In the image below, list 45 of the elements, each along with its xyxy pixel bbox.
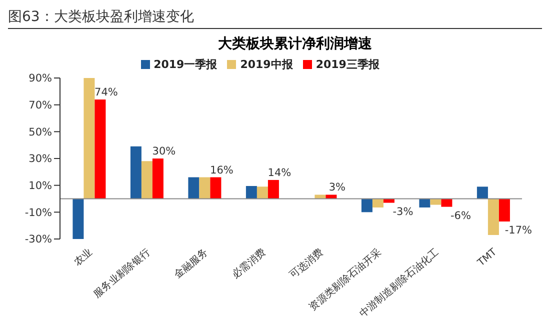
- legend-label: 2019三季报: [316, 58, 380, 71]
- data-label: -6%: [450, 210, 471, 222]
- bar: [130, 146, 142, 199]
- bar: [372, 198, 384, 208]
- bar: [314, 194, 326, 199]
- bar: [441, 198, 452, 207]
- bar: [361, 198, 372, 212]
- y-tick-label: 70%: [28, 100, 52, 112]
- bar: [488, 198, 499, 235]
- data-label: 30%: [152, 146, 176, 158]
- bar: [84, 78, 95, 199]
- bar: [210, 177, 222, 199]
- y-tick-label: 50%: [28, 126, 52, 138]
- bar: [246, 186, 257, 199]
- bar: [141, 161, 152, 199]
- bar: [268, 180, 279, 199]
- bar: [430, 198, 442, 205]
- data-label: 16%: [210, 164, 234, 176]
- data-label: 3%: [328, 182, 346, 194]
- data-label: -17%: [504, 224, 532, 237]
- bar: [152, 158, 164, 199]
- legend-label: 2019一季报: [154, 58, 218, 71]
- x-tick-label: 金融服务: [172, 246, 210, 282]
- legend-label: 2019中报: [240, 58, 293, 71]
- bar: [498, 198, 510, 222]
- y-tick-label: 30%: [28, 153, 52, 166]
- bar: [419, 198, 430, 208]
- bar: [94, 99, 106, 199]
- y-tick-label: -10%: [24, 206, 52, 219]
- data-label: 74%: [94, 86, 118, 98]
- data-label: -3%: [392, 206, 414, 218]
- x-tick-label: 可选消费: [287, 246, 326, 282]
- data-label: 14%: [268, 166, 292, 179]
- bar: [256, 186, 268, 199]
- bar: [188, 177, 200, 199]
- chart-subtitle: 大类板块累计净利润增速: [217, 35, 373, 53]
- bar: [72, 198, 84, 239]
- bar: [326, 194, 337, 199]
- y-tick-label: 10%: [28, 180, 52, 192]
- y-tick-label: -30%: [24, 234, 52, 246]
- x-tick-label: 必需消费: [230, 246, 268, 282]
- bar: [476, 186, 488, 199]
- y-tick-label: 90%: [28, 72, 52, 85]
- bar: [199, 177, 210, 199]
- chart-title: 图63：大类板块盈利增速变化: [8, 8, 542, 29]
